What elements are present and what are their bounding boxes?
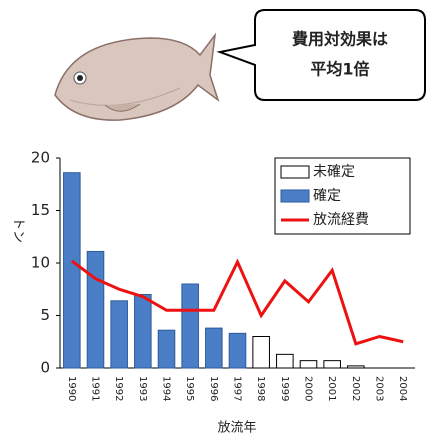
x-tick-label: 2002 <box>350 376 361 401</box>
x-tick-label: 1996 <box>208 376 219 401</box>
bar <box>110 300 128 369</box>
bar <box>134 294 152 369</box>
x-tick-label: 2003 <box>374 376 385 401</box>
y-tick-label: 20 <box>31 149 50 167</box>
x-tick-label: 1993 <box>137 376 148 401</box>
x-tick-label: 1995 <box>184 376 195 401</box>
bar <box>299 360 318 369</box>
bar <box>276 353 294 369</box>
x-tick-label: 1991 <box>90 376 101 401</box>
x-tick-label: 1990 <box>66 376 77 401</box>
bar <box>157 329 176 369</box>
x-tick-label: 2000 <box>303 376 314 401</box>
bar <box>205 327 223 369</box>
legend-swatch <box>280 189 310 203</box>
bar <box>181 283 199 369</box>
legend-label: 確定 <box>313 188 341 204</box>
x-tick-label: 1998 <box>255 376 266 401</box>
bar <box>252 336 270 369</box>
x-tick-label: 2004 <box>397 376 408 401</box>
legend-label: 未確定 <box>313 164 355 180</box>
bar <box>347 365 365 369</box>
y-tick-label: 5 <box>40 306 50 324</box>
x-tick-label: 1992 <box>113 376 124 401</box>
fish <box>54 32 220 121</box>
x-tick-label: 2001 <box>326 376 337 401</box>
bar <box>63 172 81 369</box>
bar <box>323 360 341 369</box>
bar <box>86 250 105 369</box>
x-tick-label: 1999 <box>279 376 290 401</box>
legend-swatch <box>280 165 310 179</box>
bar <box>228 332 247 369</box>
y-tick-label: 0 <box>40 359 50 377</box>
x-tick-label: 1994 <box>161 376 172 401</box>
legend-label: 放流経費 <box>313 212 369 228</box>
line <box>70 258 404 346</box>
x-axis-label: 放流年 <box>217 421 256 436</box>
x-tick-label: 1997 <box>232 376 243 401</box>
callout-line: 平均1倍 <box>310 60 369 79</box>
speech-bubble: 費用対効果は 平均1倍 <box>216 9 426 101</box>
y-tick-label: 15 <box>31 201 50 219</box>
y-axis-label: トン <box>11 217 26 243</box>
y-tick-label: 10 <box>31 254 50 272</box>
callout-line: 費用対効果は <box>292 30 388 49</box>
